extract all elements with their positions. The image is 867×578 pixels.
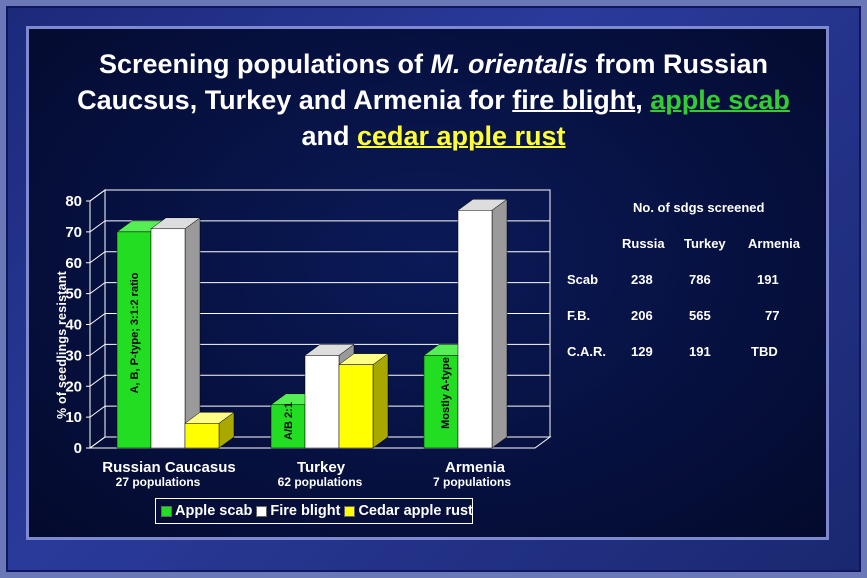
table-cell: 206 bbox=[631, 308, 653, 323]
gridline-diagonal bbox=[89, 282, 106, 295]
y-tick-label: 0 bbox=[74, 440, 82, 457]
legend-item-fire-blight: Fire blight bbox=[256, 503, 340, 519]
bar-armenia-fire-blight bbox=[457, 210, 493, 449]
y-tick-label: 20 bbox=[65, 378, 82, 395]
gridline-diagonal bbox=[89, 405, 106, 418]
title-part1: Screening populations of bbox=[98, 49, 431, 79]
bar-turkey-apple-scab bbox=[270, 404, 306, 449]
gridline-diagonal bbox=[89, 189, 106, 202]
bar-annotation-armenia: Mostly A-type bbox=[440, 357, 452, 429]
y-axis-label: % of seedlings resistant bbox=[55, 271, 69, 419]
legend-label-apple-scab: Apple scab bbox=[175, 503, 253, 519]
legend-swatch-cedar-apple-rust bbox=[344, 505, 356, 517]
table-cell: TBD bbox=[751, 344, 778, 359]
table-header-armenia: Armenia bbox=[748, 236, 801, 251]
legend-label-cedar-apple-rust: Cedar apple rust bbox=[358, 503, 473, 519]
bar-annotation-russian-caucasus: A, B, P-type; 3:1:2 ratio bbox=[129, 272, 141, 394]
table-cell: 129 bbox=[631, 344, 653, 359]
title-species: M. orientalis bbox=[430, 49, 588, 79]
chart-legend: Apple scab Fire blight Cedar apple rust bbox=[155, 498, 473, 524]
bar-turkey-cedar-apple-rust-side bbox=[372, 353, 389, 449]
title-and: and bbox=[301, 121, 357, 151]
y-tick-label: 60 bbox=[65, 255, 82, 272]
table-header-russia: Russia bbox=[622, 236, 665, 251]
category-note-armenia: 7 populations bbox=[433, 475, 511, 489]
table-row-label: C.A.R. bbox=[567, 344, 606, 359]
legend-swatch-apple-scab bbox=[161, 505, 172, 517]
table-row-label: F.B. bbox=[567, 308, 591, 323]
legend-label-fire-blight: Fire blight bbox=[270, 503, 341, 519]
bar-russian-caucasus-fire-blight-side bbox=[184, 217, 201, 449]
table-cell: 238 bbox=[631, 272, 653, 287]
bar-annotation-turkey: A/B 2:1 bbox=[283, 402, 295, 440]
category-label-turkey: Turkey bbox=[296, 459, 346, 476]
y-tick-label: 50 bbox=[65, 286, 82, 303]
table-cell: 786 bbox=[689, 272, 711, 287]
legend-item-apple-scab: Apple scab bbox=[161, 503, 252, 519]
slide-title: Screening populations of M. orientalis f… bbox=[60, 46, 807, 154]
category-label-armenia: Armenia bbox=[444, 459, 506, 476]
table-caption: No. of sdgs screened bbox=[633, 200, 765, 215]
category-note-russian-caucasus: 27 populations bbox=[115, 475, 201, 489]
legend-item-cedar-apple-rust: Cedar apple rust bbox=[344, 503, 473, 519]
title-cedar-apple-rust: cedar apple rust bbox=[356, 121, 566, 151]
gridline-diagonal bbox=[89, 313, 106, 325]
y-tick-label: 10 bbox=[65, 409, 82, 426]
bar-turkey-fire-blight bbox=[304, 355, 340, 449]
gridline-diagonal bbox=[89, 343, 106, 356]
bar-russian-caucasus-apple-scab bbox=[116, 231, 152, 449]
table-cell: 191 bbox=[757, 272, 779, 287]
bar-russian-caucasus-cedar-apple-rust bbox=[184, 423, 220, 449]
legend-swatch-fire-blight bbox=[256, 505, 268, 517]
y-tick-label: 80 bbox=[65, 193, 82, 210]
title-fire-blight: fire blight bbox=[512, 85, 636, 115]
table-cell: 565 bbox=[689, 308, 711, 323]
category-note-turkey: 62 populations bbox=[277, 475, 363, 489]
y-tick-label: 30 bbox=[65, 347, 82, 364]
table-cell: 191 bbox=[689, 344, 711, 359]
gridline-diagonal bbox=[89, 220, 106, 233]
y-tick-label: 70 bbox=[65, 224, 82, 241]
table-cell: 77 bbox=[765, 308, 780, 323]
title-sep: , bbox=[635, 85, 651, 115]
table-row-label: Scab bbox=[567, 272, 599, 287]
gridline-diagonal bbox=[89, 374, 106, 387]
gridline-diagonal bbox=[89, 251, 106, 264]
y-tick-label: 40 bbox=[65, 317, 82, 334]
bar-armenia-fire-blight-side bbox=[491, 198, 508, 449]
title-apple-scab: apple scab bbox=[650, 85, 790, 115]
bar-turkey-cedar-apple-rust bbox=[338, 364, 374, 449]
title-part2: from Russian Caucsus, Turkey and Armenia… bbox=[77, 49, 769, 115]
table-header-turkey: Turkey bbox=[684, 236, 726, 251]
bar-russian-caucasus-fire-blight bbox=[150, 228, 186, 449]
category-label-russian-caucasus: Russian Caucasus bbox=[102, 459, 236, 476]
